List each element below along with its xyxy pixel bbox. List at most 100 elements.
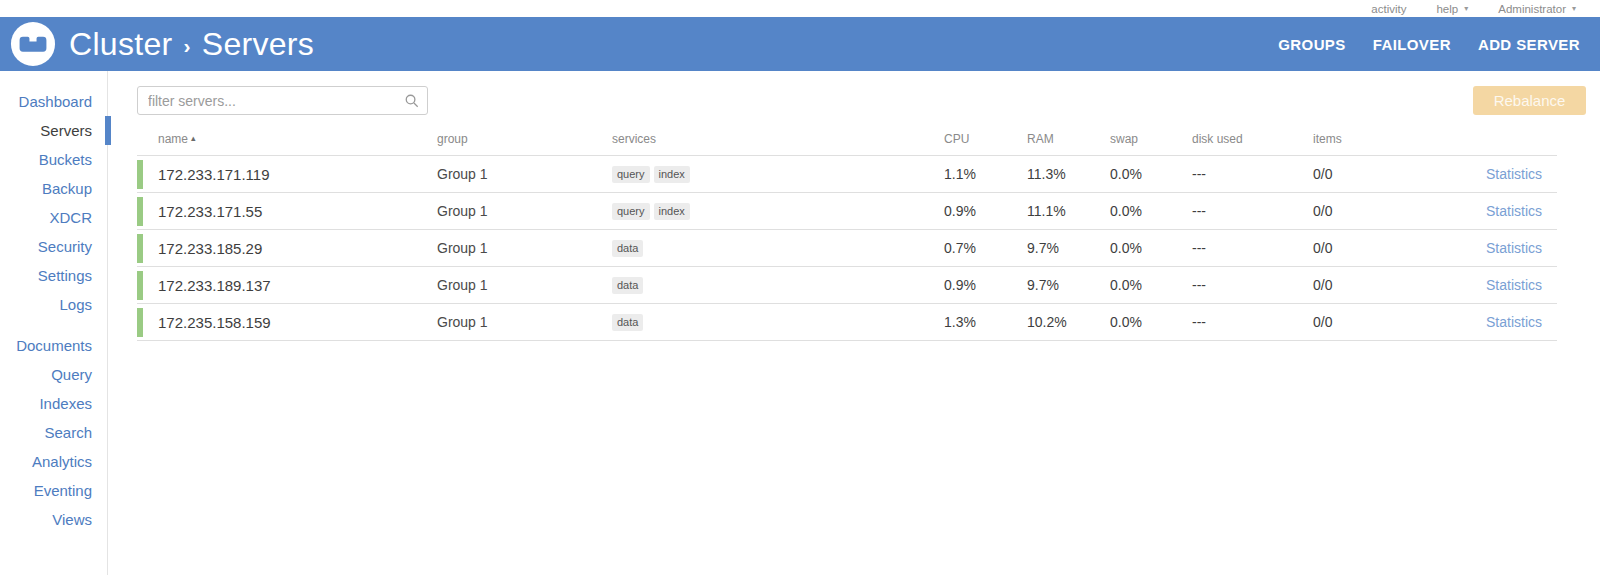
table-row[interactable]: 172.233.171.119 Group 1 queryindex 1.1% … (137, 155, 1557, 192)
health-bar-cell (137, 193, 158, 229)
statistics-link[interactable]: Statistics (1486, 240, 1542, 256)
service-tag-query: query (612, 203, 650, 220)
server-actions: Statistics (1406, 239, 1557, 257)
utility-bar: activity help ▾ Administrator ▾ (0, 0, 1600, 17)
server-health-bar (137, 308, 143, 337)
header-nav-groups[interactable]: GROUPS (1278, 36, 1345, 53)
filter-servers-input[interactable] (137, 86, 428, 115)
server-swap: 0.0% (1110, 166, 1192, 182)
sidebar-item-label: XDCR (49, 209, 92, 226)
main-panel: Rebalance name ▴ group services CPU RAM … (108, 71, 1600, 575)
sidebar-item-servers[interactable]: Servers (0, 116, 107, 145)
user-menu[interactable]: Administrator ▾ (1498, 3, 1576, 15)
service-tag-data: data (612, 277, 643, 294)
server-name: 172.233.171.119 (158, 166, 437, 183)
service-tag-index: index (654, 203, 690, 220)
sort-ascending-icon: ▴ (191, 134, 196, 143)
service-tag-index: index (654, 166, 690, 183)
server-actions: Statistics (1406, 165, 1557, 183)
server-actions: Statistics (1406, 202, 1557, 220)
server-swap: 0.0% (1110, 277, 1192, 293)
server-swap: 0.0% (1110, 203, 1192, 219)
server-services: data (612, 277, 944, 294)
server-cpu: 0.7% (944, 240, 1027, 256)
column-header-disk-used: disk used (1192, 132, 1313, 146)
active-indicator (105, 116, 111, 145)
table-row[interactable]: 172.235.158.159 Group 1 data 1.3% 10.2% … (137, 303, 1557, 340)
sidebar-item-backup[interactable]: Backup (0, 174, 107, 203)
sidebar-item-label: Eventing (34, 482, 92, 499)
column-header-name[interactable]: name ▴ (158, 132, 437, 146)
column-header-swap: swap (1110, 132, 1192, 146)
sidebar-item-label: Settings (38, 267, 92, 284)
sidebar-item-label: Logs (59, 296, 92, 313)
sidebar-item-buckets[interactable]: Buckets (0, 145, 107, 174)
header-nav-failover[interactable]: FAILOVER (1373, 36, 1451, 53)
table-row[interactable]: 172.233.189.137 Group 1 data 0.9% 9.7% 0… (137, 266, 1557, 303)
sidebar-item-documents[interactable]: Documents (0, 331, 107, 360)
column-header-cpu: CPU (944, 132, 1027, 146)
header-nav: GROUPS FAILOVER ADD SERVER (1278, 36, 1580, 53)
sidebar-item-label: Views (52, 511, 92, 528)
sidebar-item-analytics[interactable]: Analytics (0, 447, 107, 476)
sidebar-item-query[interactable]: Query (0, 360, 107, 389)
server-group: Group 1 (437, 277, 612, 293)
statistics-link[interactable]: Statistics (1486, 277, 1542, 293)
server-swap: 0.0% (1110, 314, 1192, 330)
table-row[interactable]: 172.233.171.55 Group 1 queryindex 0.9% 1… (137, 192, 1557, 229)
sidebar-item-eventing[interactable]: Eventing (0, 476, 107, 505)
breadcrumb-parent: Cluster (69, 26, 172, 63)
header-nav-add-server[interactable]: ADD SERVER (1478, 36, 1580, 53)
sidebar-item-indexes[interactable]: Indexes (0, 389, 107, 418)
statistics-link[interactable]: Statistics (1486, 166, 1542, 182)
sidebar-item-settings[interactable]: Settings (0, 261, 107, 290)
breadcrumb: Cluster › Servers (69, 26, 314, 63)
sidebar-item-dashboard[interactable]: Dashboard (0, 87, 107, 116)
rebalance-button[interactable]: Rebalance (1473, 86, 1586, 115)
server-disk-used: --- (1192, 240, 1313, 256)
activity-label: activity (1371, 3, 1406, 15)
toolbar: Rebalance (137, 86, 1557, 115)
app-header: Cluster › Servers GROUPS FAILOVER ADD SERV… (0, 17, 1600, 71)
sidebar-item-logs[interactable]: Logs (0, 290, 107, 319)
service-tag-data: data (612, 314, 643, 331)
server-name: 172.233.171.55 (158, 203, 437, 220)
server-group: Group 1 (437, 166, 612, 182)
server-group: Group 1 (437, 314, 612, 330)
server-health-bar (137, 197, 143, 226)
user-name-label: Administrator (1498, 3, 1566, 15)
statistics-link[interactable]: Statistics (1486, 314, 1542, 330)
server-health-bar (137, 160, 143, 189)
server-ram: 9.7% (1027, 240, 1110, 256)
couchbase-logo-icon (10, 21, 56, 67)
table-header-row: name ▴ group services CPU RAM swap disk … (137, 122, 1557, 155)
activity-link[interactable]: activity (1371, 3, 1406, 15)
content: Dashboard Servers Buckets Backup XDCR Se… (0, 71, 1600, 575)
server-disk-used: --- (1192, 314, 1313, 330)
table-body: 172.233.171.119 Group 1 queryindex 1.1% … (137, 155, 1557, 340)
server-services: queryindex (612, 166, 944, 183)
server-items: 0/0 (1313, 314, 1406, 330)
sidebar-secondary-list: Documents Query Indexes Search Analytics… (0, 331, 107, 534)
sidebar-item-xdcr[interactable]: XDCR (0, 203, 107, 232)
health-bar-cell (137, 304, 158, 340)
statistics-link[interactable]: Statistics (1486, 203, 1542, 219)
health-bar-cell (137, 267, 158, 303)
help-menu[interactable]: help ▾ (1436, 3, 1468, 15)
sidebar-item-label: Servers (40, 122, 92, 139)
help-label: help (1436, 3, 1458, 15)
server-group: Group 1 (437, 203, 612, 219)
sidebar-item-views[interactable]: Views (0, 505, 107, 534)
server-cpu: 1.3% (944, 314, 1027, 330)
server-disk-used: --- (1192, 277, 1313, 293)
sidebar-item-search[interactable]: Search (0, 418, 107, 447)
column-header-items: items (1313, 132, 1406, 146)
sidebar-item-security[interactable]: Security (0, 232, 107, 261)
server-ram: 10.2% (1027, 314, 1110, 330)
server-swap: 0.0% (1110, 240, 1192, 256)
server-items: 0/0 (1313, 240, 1406, 256)
server-ram: 9.7% (1027, 277, 1110, 293)
health-bar-cell (137, 156, 158, 192)
health-bar-cell (137, 230, 158, 266)
table-row[interactable]: 172.233.185.29 Group 1 data 0.7% 9.7% 0.… (137, 229, 1557, 266)
